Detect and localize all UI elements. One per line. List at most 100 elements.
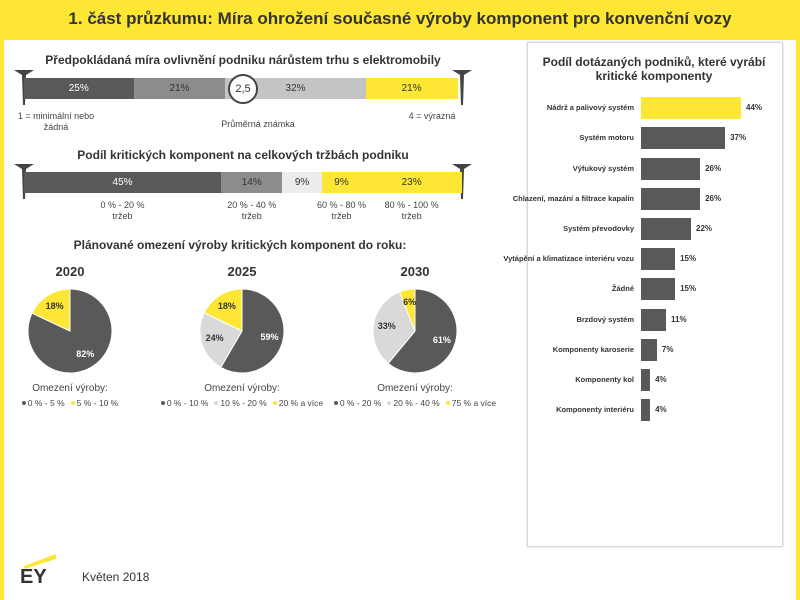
category-label: 20 % - 40 % tržeb [227,200,277,221]
bar [641,248,676,271]
legend-swatch [387,401,392,405]
end-cap [452,164,472,199]
pie-year: 2020 [55,264,85,279]
bar [641,308,666,331]
value-label: 7% [661,344,674,354]
legend: 0 % - 5 % 5 % - 10 % [0,398,155,408]
value-label: 23% [401,177,422,188]
value-label: 9% [334,177,349,188]
legend-swatch [160,401,165,405]
bar [641,187,701,210]
value-label: 59% [260,332,279,343]
value-label: 4% [655,374,667,384]
legend-item: 20 % - 40 % [387,398,440,408]
legend-label: 75 % a více [451,398,497,408]
bar [641,127,726,150]
bar-segment: 21% [365,78,458,99]
pie-slice [398,288,416,332]
average-label: Průměrná známka [221,119,295,129]
bar-segment: 23% [361,172,462,193]
chart-title: Předpokládaná míra ovlivnění podniku nár… [45,53,441,67]
legend-swatch [70,401,75,405]
bar-segment: 9% [321,172,362,193]
legend-item: 10 % - 20 % [214,398,267,408]
legend-label: 20 % a více [278,398,324,408]
legend-swatch [333,401,338,405]
pie-year: 2030 [400,264,430,279]
pie-slice [203,288,243,332]
pie [372,288,458,374]
value-label: 18% [45,300,64,311]
value-label: 25% [68,83,89,94]
legend-swatch [272,401,277,405]
category-label: Komponenty kol [575,374,634,384]
end-cap [452,70,472,105]
category-label: Nádrž a palivový systém [546,103,634,113]
legend: 0 % - 20 % 20 % - 40 % 75 % a více [330,398,500,408]
bar [641,217,691,240]
legend-title: Omezení výroby: [204,383,280,394]
category-label: Výfukový systém [572,163,634,173]
bar-segment: 25% [24,78,134,99]
category-label: Systém motoru [579,133,634,143]
average-marker: 2,5 [228,73,258,104]
category-label: 80 % - 100 % tržeb [384,200,439,221]
category-label: 60 % - 80 % tržeb [317,200,367,221]
legend-label: 20 % - 40 % [393,398,440,408]
bar-segment: 9% [282,172,322,193]
value-label: 11% [671,314,687,324]
value-label: 37% [730,133,747,143]
value-label: 14% [241,177,262,188]
category-label: Systém převodovky [563,223,634,233]
value-label: 44% [746,103,763,113]
value-label: 6% [403,296,417,307]
legend: 0 % - 10 % 10 % - 20 % 20 % a více [157,398,327,408]
legend-item: 75 % a více [445,398,497,408]
logo-mark [24,554,56,569]
legend-swatch [214,401,219,405]
value-label: 15% [680,254,697,264]
category-label: Žádné [611,284,634,294]
pie-slice [31,288,71,332]
value-label: 18% [217,300,236,311]
value-label: 21% [169,83,190,94]
bar-segment: 32% [225,78,366,99]
pie [199,288,285,374]
value-label: 33% [377,320,396,331]
legend-label: 5 % - 10 % [76,398,119,408]
end-cap-shape [452,70,472,105]
chart-title: Podíl kritických komponent na celkových … [77,148,409,162]
bar-segment: 45% [24,172,222,193]
pie-slice [372,291,416,365]
value-label: 82% [76,349,95,360]
bar-segment: 14% [221,172,283,193]
value-label: 26% [705,193,722,203]
value-label: 22% [696,223,713,233]
category-label: 0 % - 20 % tržeb [100,200,145,221]
category-label: Brzdový systém [576,314,634,324]
footer-date: Květen 2018 [82,570,150,584]
bar [641,368,651,391]
bar [641,278,676,301]
bar [641,157,701,180]
value-label: 9% [294,177,310,188]
value-label: 24% [205,333,224,344]
pie-slice [387,288,458,374]
category-label: Komponenty karoserie [552,344,634,354]
value-label: 26% [705,163,722,173]
bar [641,399,651,422]
scale-label: 4 = výrazná [408,111,456,121]
bar [641,338,657,361]
value-label: 32% [285,83,306,94]
legend-item: 20 % a více [272,398,324,408]
pie-year: 2025 [227,264,257,279]
end-cap-shape [452,164,472,199]
legend-item: 0 % - 20 % [333,398,382,408]
page-title: 1. část průzkumu: Míra ohrožení současné… [68,9,732,28]
value-label: 4% [655,405,667,415]
legend-label: 10 % - 20 % [220,398,267,408]
legend-label: 0 % - 20 % [339,398,382,408]
value-label: 61% [432,334,451,345]
pie-section-title: Plánované omezení výroby kritických komp… [73,238,407,252]
